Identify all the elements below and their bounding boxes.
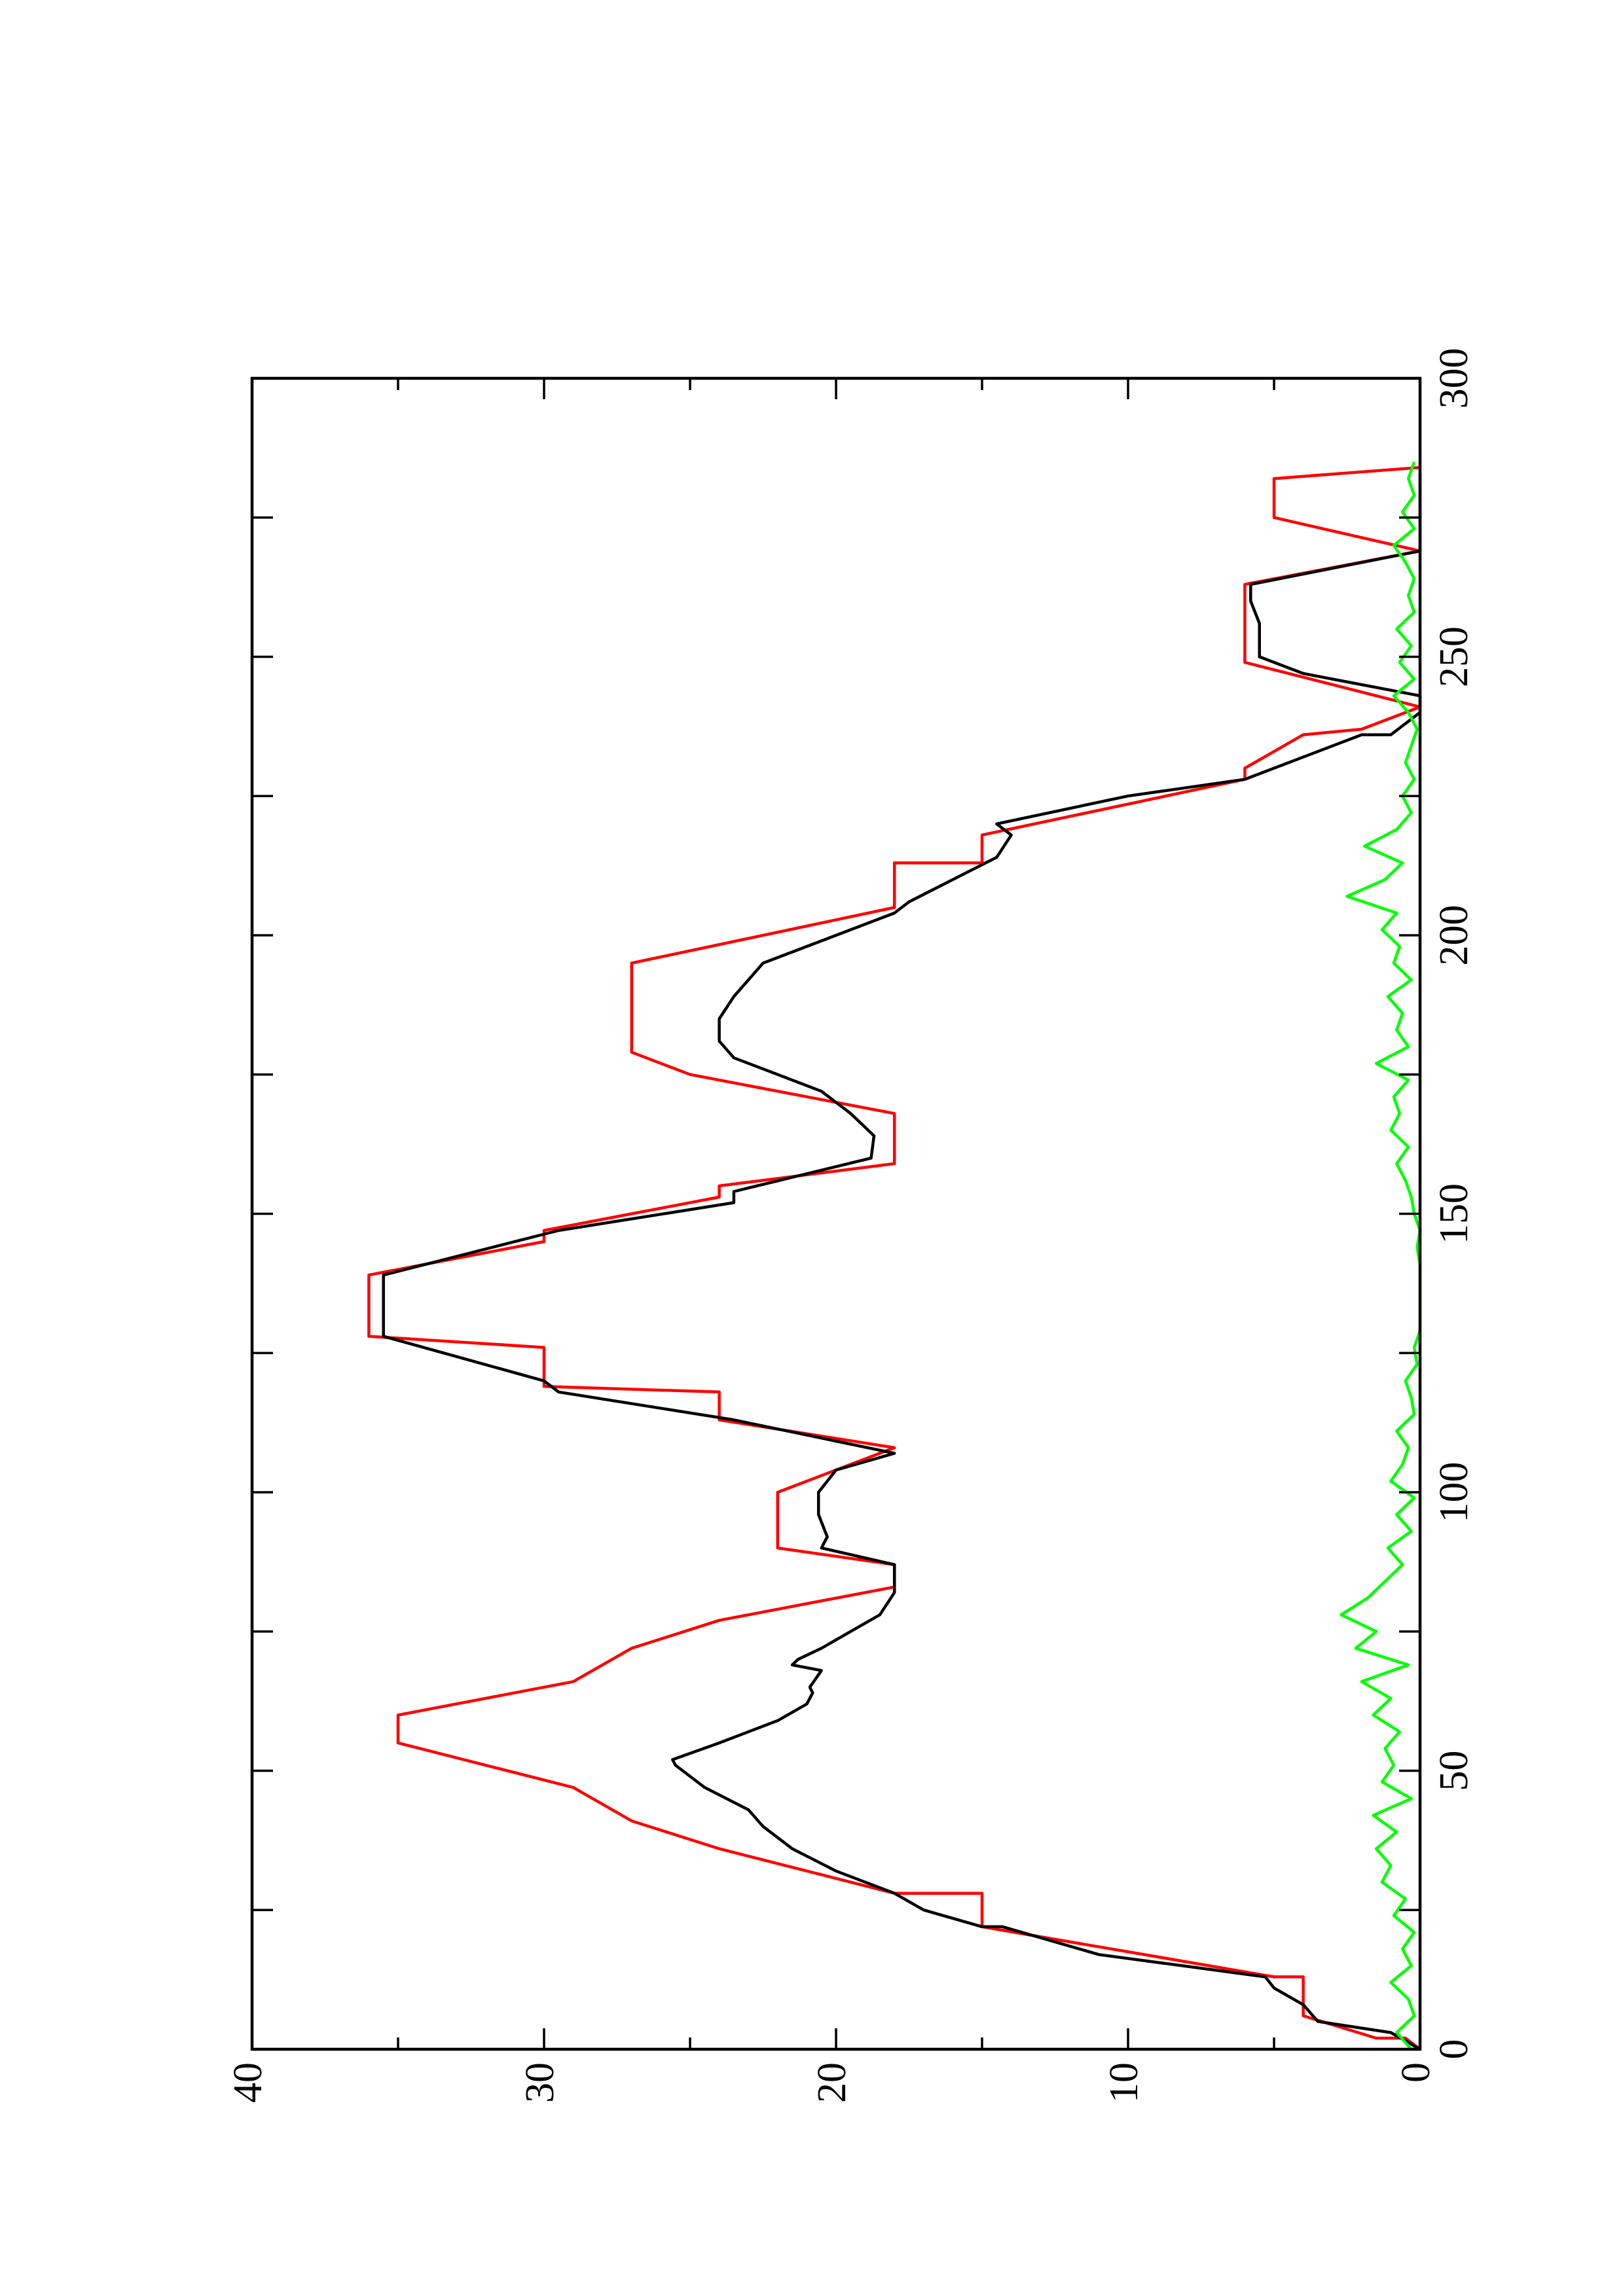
x-tick-label: 300 [1432,348,1476,409]
plot-area: 0 50 100 150 200 250 300 0 10 20 30 40 [226,348,1476,2104]
y-tick-label: 10 [1102,2062,1146,2103]
x-tick-label: 50 [1432,1751,1476,1791]
x-tick-label: 200 [1432,905,1476,966]
x-tick-label: 250 [1432,626,1476,687]
series-line [1340,461,1422,2051]
y-tick-label: 0 [1394,2062,1438,2083]
y-tick-label: 20 [810,2062,854,2103]
x-tick-label: 150 [1432,1183,1476,1244]
x-tick-label: 100 [1432,1462,1476,1523]
series-line [382,473,1422,2051]
y-tick-label: 30 [518,2062,562,2103]
x-tick-label: 0 [1432,2039,1476,2060]
y-tick-label: 40 [226,2062,270,2103]
series-line [367,465,1422,2051]
